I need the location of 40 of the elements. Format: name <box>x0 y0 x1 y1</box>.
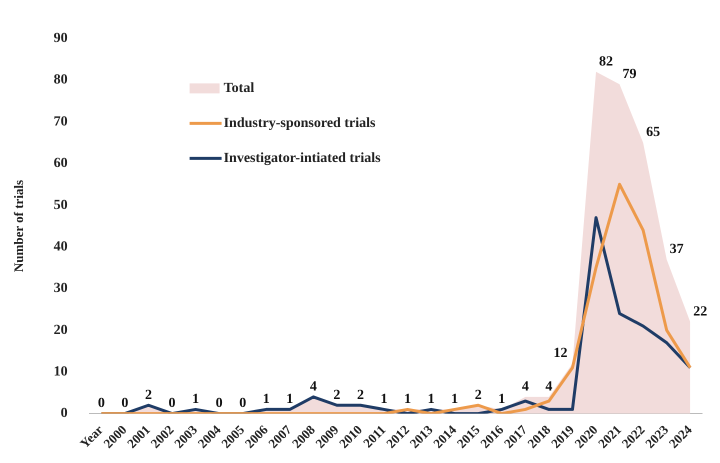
data-label: 1 <box>498 392 506 408</box>
data-label: 1 <box>192 392 200 408</box>
y-tick-label: 90 <box>54 31 68 46</box>
legend-label: Total <box>224 81 254 96</box>
data-label: 4 <box>310 380 317 395</box>
y-tick-label: 20 <box>54 322 68 338</box>
data-label: 82 <box>599 54 614 70</box>
y-tick-label: 40 <box>54 239 68 254</box>
data-label: 1 <box>380 392 388 408</box>
data-label: 37 <box>670 242 684 257</box>
legend-label: Investigator-intiated trials <box>224 151 382 166</box>
data-label: 2 <box>356 388 364 403</box>
data-label: 0 <box>216 396 223 412</box>
legend-label: Industry-sponsored trials <box>224 116 376 132</box>
data-label: 0 <box>239 396 246 412</box>
y-axis-title: Number of trials <box>11 180 26 272</box>
data-label: 1 <box>404 392 412 408</box>
data-label: 0 <box>98 396 105 412</box>
data-label: 1 <box>451 392 458 408</box>
data-label: 79 <box>622 66 637 82</box>
data-label: 2 <box>333 388 340 403</box>
data-label: 4 <box>522 380 529 395</box>
data-label: 2 <box>144 388 152 403</box>
data-label: 22 <box>693 304 708 320</box>
y-tick-label: 0 <box>60 406 68 422</box>
y-tick-label: 70 <box>54 114 68 130</box>
data-label: 4 <box>545 380 552 395</box>
data-label: 0 <box>168 396 176 412</box>
data-label: 1 <box>262 392 270 408</box>
data-label: 12 <box>553 346 568 362</box>
y-tick-label: 50 <box>54 198 68 213</box>
data-label: 1 <box>428 392 435 408</box>
y-tick-label: 30 <box>54 281 68 296</box>
data-label: 65 <box>646 125 660 140</box>
y-tick-label: 60 <box>54 156 68 172</box>
data-label: 0 <box>121 396 128 412</box>
y-tick-label: 10 <box>54 364 68 380</box>
data-label: 2 <box>474 388 482 403</box>
y-tick-label: 80 <box>54 72 68 88</box>
data-label: 1 <box>286 392 294 408</box>
